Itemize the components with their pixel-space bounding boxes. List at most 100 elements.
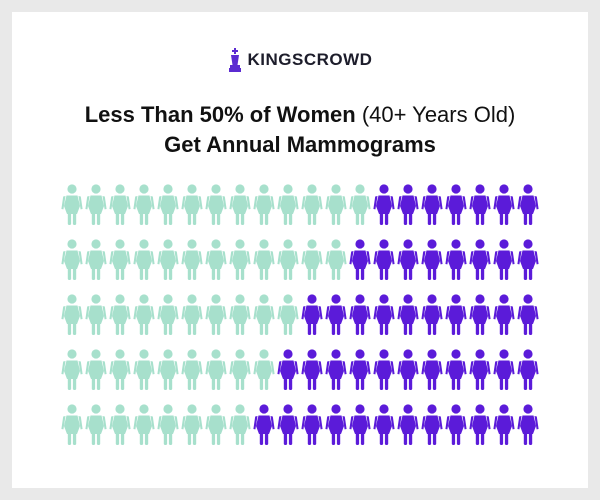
chess-king-icon (228, 48, 241, 72)
woman-icon (157, 239, 179, 280)
woman-icon (517, 349, 539, 390)
woman-icon (325, 294, 347, 335)
pictograph-row (61, 184, 539, 225)
woman-icon (229, 184, 251, 225)
woman-icon (493, 404, 515, 445)
woman-icon (301, 349, 323, 390)
woman-icon (349, 239, 371, 280)
woman-icon (109, 404, 131, 445)
woman-icon (85, 404, 107, 445)
woman-icon (325, 349, 347, 390)
brand-name: KINGSCROWD (247, 50, 373, 69)
woman-icon (181, 294, 203, 335)
woman-icon (205, 184, 227, 225)
woman-icon (469, 294, 491, 335)
woman-icon (397, 294, 419, 335)
woman-icon (445, 294, 467, 335)
woman-icon (157, 294, 179, 335)
woman-icon (85, 239, 107, 280)
woman-icon (493, 239, 515, 280)
woman-icon (493, 294, 515, 335)
woman-icon (157, 404, 179, 445)
woman-icon (517, 404, 539, 445)
woman-icon (349, 294, 371, 335)
woman-icon (373, 294, 395, 335)
woman-icon (205, 294, 227, 335)
woman-icon (397, 239, 419, 280)
woman-icon (421, 239, 443, 280)
woman-icon (469, 404, 491, 445)
woman-icon (157, 349, 179, 390)
woman-icon (277, 184, 299, 225)
woman-icon (133, 349, 155, 390)
woman-icon (229, 294, 251, 335)
pictograph-chart (61, 184, 539, 445)
title-qualifier: (40+ Years Old) (361, 102, 516, 127)
woman-icon (349, 184, 371, 225)
woman-icon (181, 404, 203, 445)
woman-icon (133, 404, 155, 445)
pictograph-row (61, 404, 539, 445)
woman-icon (109, 349, 131, 390)
woman-icon (325, 404, 347, 445)
woman-icon (61, 294, 83, 335)
woman-icon (253, 184, 275, 225)
woman-icon (301, 294, 323, 335)
woman-icon (61, 349, 83, 390)
woman-icon (109, 239, 131, 280)
woman-icon (61, 404, 83, 445)
woman-icon (85, 349, 107, 390)
woman-icon (253, 239, 275, 280)
woman-icon (469, 349, 491, 390)
woman-icon (517, 239, 539, 280)
woman-icon (205, 349, 227, 390)
woman-icon (397, 404, 419, 445)
woman-icon (397, 349, 419, 390)
woman-icon (85, 294, 107, 335)
woman-icon (61, 239, 83, 280)
woman-icon (181, 239, 203, 280)
title-line-1: Less Than 50% of Women (84, 102, 356, 127)
woman-icon (397, 184, 419, 225)
woman-icon (373, 184, 395, 225)
chart-title: Less Than 50% of Women (40+ Years Old) G… (12, 100, 588, 160)
woman-icon (253, 349, 275, 390)
woman-icon (181, 184, 203, 225)
woman-icon (349, 404, 371, 445)
woman-icon (469, 239, 491, 280)
woman-icon (301, 239, 323, 280)
woman-icon (133, 294, 155, 335)
woman-icon (325, 239, 347, 280)
woman-icon (109, 184, 131, 225)
woman-icon (301, 184, 323, 225)
woman-icon (61, 184, 83, 225)
woman-icon (421, 184, 443, 225)
woman-icon (253, 404, 275, 445)
title-line-2: Get Annual Mammograms (164, 132, 436, 157)
infographic-card: KINGSCROWD Less Than 50% of Women (40+ Y… (12, 12, 588, 488)
woman-icon (373, 349, 395, 390)
woman-icon (205, 239, 227, 280)
woman-icon (445, 349, 467, 390)
woman-icon (445, 239, 467, 280)
woman-icon (229, 349, 251, 390)
woman-icon (277, 239, 299, 280)
brand-logo: KINGSCROWD (12, 48, 588, 72)
woman-icon (229, 404, 251, 445)
woman-icon (205, 404, 227, 445)
woman-icon (517, 184, 539, 225)
woman-icon (277, 349, 299, 390)
woman-icon (181, 349, 203, 390)
woman-icon (421, 404, 443, 445)
woman-icon (493, 184, 515, 225)
woman-icon (445, 404, 467, 445)
woman-icon (253, 294, 275, 335)
woman-icon (469, 184, 491, 225)
woman-icon (421, 349, 443, 390)
pictograph-row (61, 349, 539, 390)
woman-icon (493, 349, 515, 390)
woman-icon (373, 239, 395, 280)
woman-icon (109, 294, 131, 335)
woman-icon (325, 184, 347, 225)
woman-icon (517, 294, 539, 335)
